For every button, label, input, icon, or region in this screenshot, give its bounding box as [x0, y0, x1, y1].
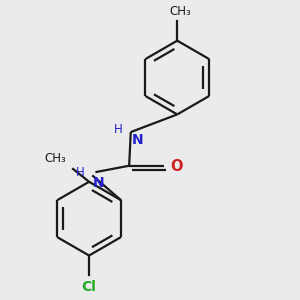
Text: N: N	[93, 176, 104, 190]
Text: H: H	[76, 166, 84, 178]
Text: Cl: Cl	[82, 280, 97, 294]
Text: N: N	[132, 133, 143, 147]
Text: O: O	[170, 159, 183, 174]
Text: H: H	[114, 123, 123, 136]
Text: CH₃: CH₃	[169, 4, 191, 18]
Text: CH₃: CH₃	[45, 152, 67, 165]
